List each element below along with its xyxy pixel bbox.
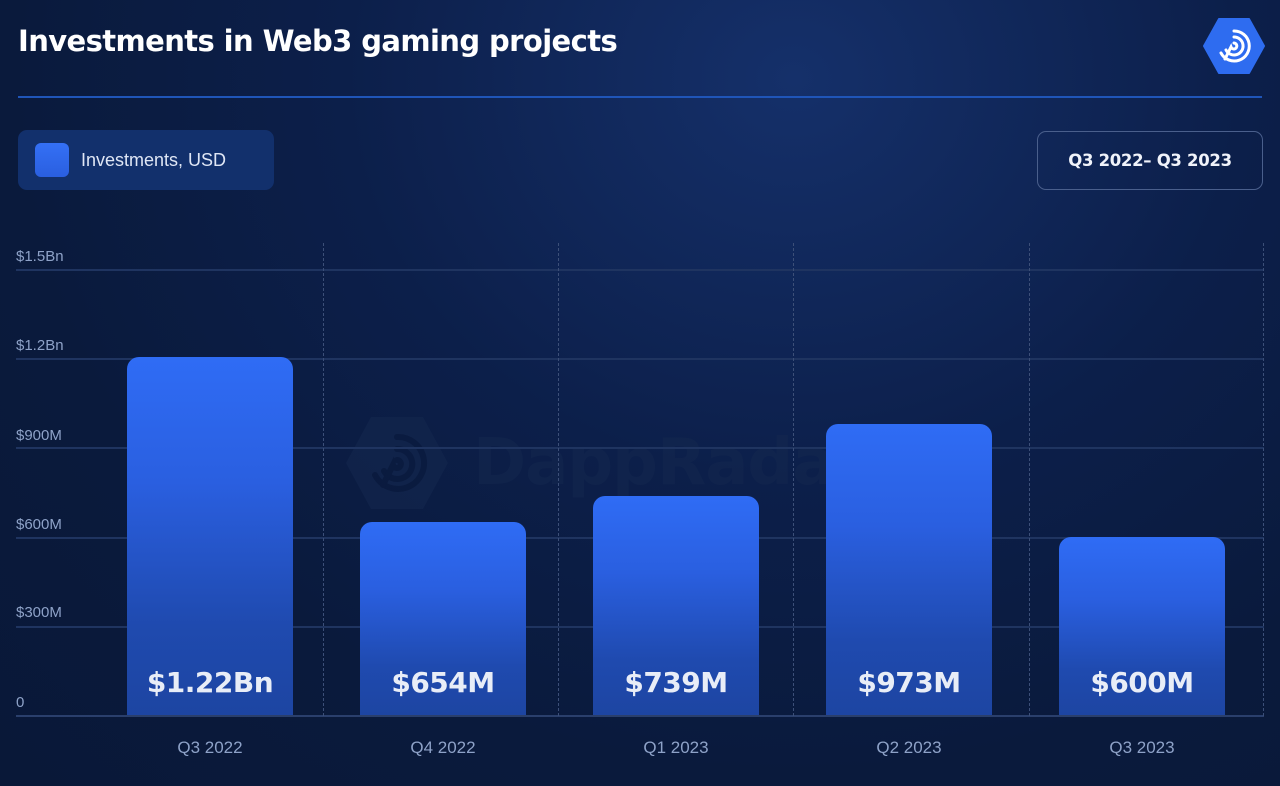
bar-value-label: $973M [857,666,961,699]
category-separator [558,243,559,716]
watermark: DappRadar [343,413,866,513]
x-tick-label: Q4 2022 [410,738,476,757]
watermark-text: DappRadar [473,426,866,500]
x-tick-label: Q3 2023 [1109,738,1175,757]
y-tick-label: $1.5Bn [16,248,64,265]
bar-value-label: $1.22Bn [146,666,274,699]
category-separator [1263,243,1264,716]
category-separator [793,243,794,716]
header-divider [18,96,1262,98]
y-tick-label: $900M [16,427,62,444]
gridline [16,358,1264,360]
bar-q3-2022[interactable] [127,357,293,715]
category-separator [1029,243,1030,716]
y-tick-label: $1.2Bn [16,337,64,354]
bar-q1-2023[interactable] [593,496,759,715]
y-tick-label: 0 [16,694,25,711]
dappradar-logo-icon [1203,18,1265,74]
date-range-badge: Q3 2022– Q3 2023 [1037,131,1263,190]
category-separator [323,243,324,716]
bar-value-label: $600M [1090,666,1194,699]
legend-swatch [35,143,69,177]
x-tick-label: Q1 2023 [643,738,709,757]
bar-value-label: $654M [391,666,495,699]
x-tick-label: Q3 2022 [177,738,243,757]
legend-label: Investments, USD [81,149,227,170]
gridline [16,447,1264,449]
chart-title: Investments in Web3 gaming projects [18,24,618,58]
x-axis-line [16,715,1264,717]
bar-value-label: $739M [624,666,728,699]
legend: Investments, USD [18,130,274,190]
y-tick-label: $300M [16,604,62,621]
y-tick-label: $600M [16,516,62,533]
bar-q3-2023[interactable] [1059,537,1225,715]
bar-q2-2023[interactable] [826,424,992,715]
gridline [16,269,1264,271]
bar-q4-2022[interactable] [360,522,526,715]
x-tick-label: Q2 2023 [876,738,942,757]
watermark-logo-icon [346,417,448,509]
